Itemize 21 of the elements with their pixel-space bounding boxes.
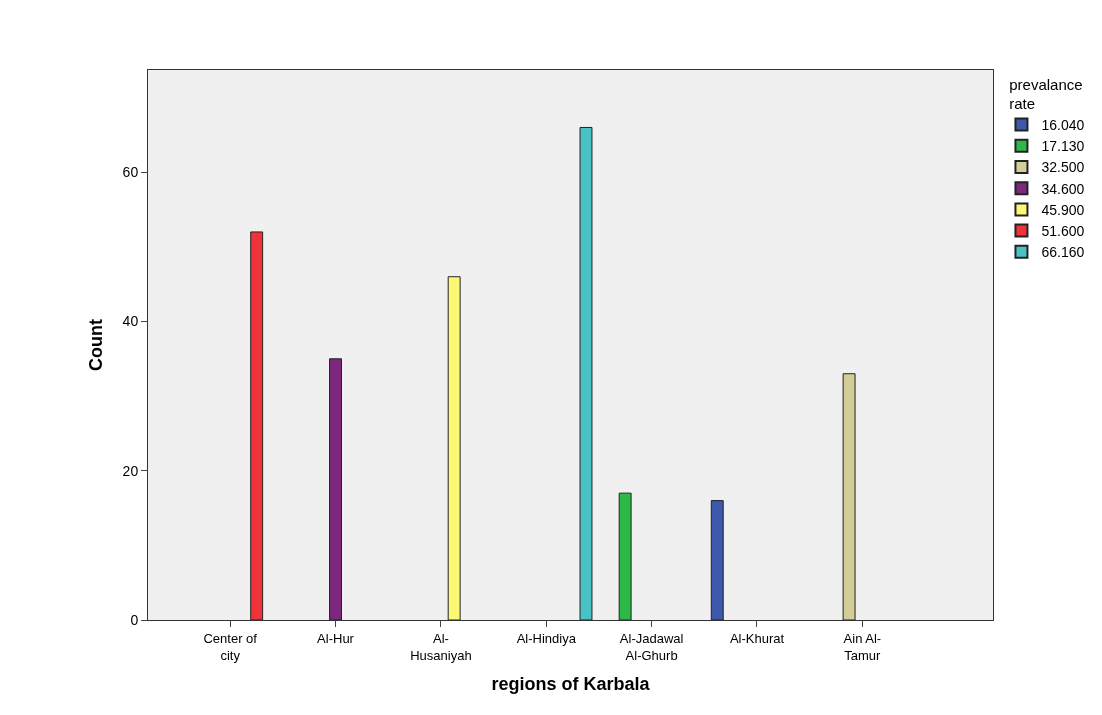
x-axis-title: regions of Karbala (491, 673, 651, 694)
y-tick-label: 20 (122, 462, 139, 479)
legend-label: 51.600 (1041, 223, 1085, 240)
legend-label: 16.040 (1041, 117, 1085, 134)
x-tick-label: Al- Husaniyah (410, 630, 472, 663)
legend-title: prevalance rate (1009, 75, 1083, 112)
x-tick-label: Ain Al- Tamur (843, 630, 882, 663)
legend-label: 32.500 (1041, 159, 1085, 176)
legend-label: 34.600 (1041, 180, 1085, 197)
legend-label: 66.160 (1041, 244, 1085, 261)
x-tick-label: Center of city (203, 630, 258, 663)
x-tick-label: Al-Hindiya (516, 630, 577, 646)
x-tick-label: Al-Hur (317, 630, 355, 646)
x-tick-label: Al-Khurat (729, 630, 785, 646)
y-tick-label: 40 (122, 313, 139, 330)
x-tick-label: Al-Jadawal Al-Ghurb (619, 630, 684, 663)
legend-label: 45.900 (1041, 201, 1085, 218)
y-axis-title: Count (85, 319, 106, 371)
legend-label: 17.130 (1041, 138, 1085, 155)
y-tick-label: 0 (130, 611, 139, 628)
y-tick-label: 60 (122, 164, 139, 181)
